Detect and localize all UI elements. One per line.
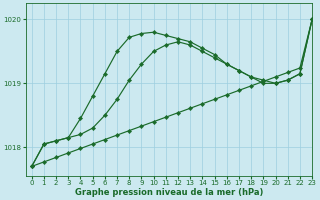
X-axis label: Graphe pression niveau de la mer (hPa): Graphe pression niveau de la mer (hPa)	[75, 188, 263, 197]
